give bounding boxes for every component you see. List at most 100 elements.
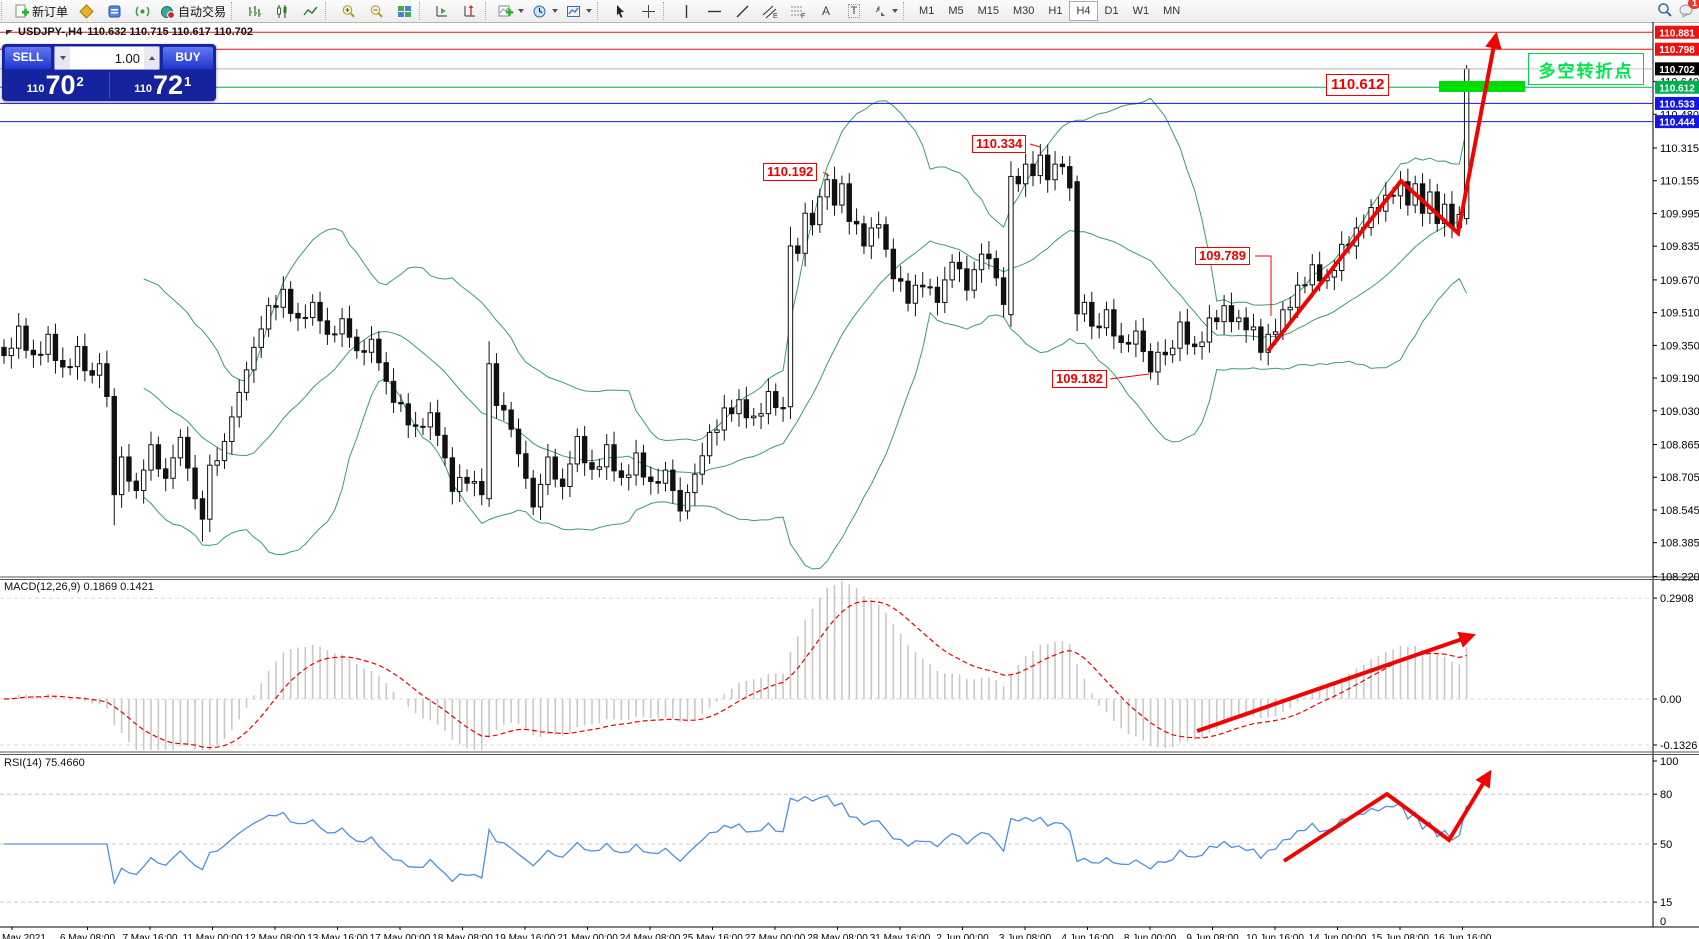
svg-text:3 Jun 08:00: 3 Jun 08:00	[999, 933, 1052, 939]
buy-button[interactable]: BUY	[162, 46, 214, 70]
notifications-button[interactable]: 1	[1679, 0, 1699, 21]
templates-caret	[586, 9, 593, 13]
buy-price[interactable]: 110 72 1	[110, 70, 217, 100]
trendline-tool-button[interactable]	[728, 1, 756, 21]
svg-text:108.865: 108.865	[1660, 440, 1699, 452]
price-flag-110.192[interactable]: 110.192	[763, 163, 818, 181]
svg-text:-0.1326: -0.1326	[1660, 740, 1697, 752]
svg-text:28 May 08:00: 28 May 08:00	[807, 933, 868, 939]
svg-text:80: 80	[1660, 789, 1672, 801]
sell-price-prefix: 110	[26, 83, 45, 95]
auto-trading-button[interactable]: 自动交易	[156, 1, 230, 21]
sell-price[interactable]: 110 70 2	[2, 70, 109, 100]
text-tool-button[interactable]: A	[812, 1, 840, 21]
timeframe-w1[interactable]: W1	[1132, 5, 1150, 17]
timeframe-m15[interactable]: M15	[977, 5, 999, 17]
bar-chart-button[interactable]	[240, 1, 268, 21]
chart-title: USDJPY-,H4 110.632 110.715 110.617 110.7…	[6, 26, 253, 38]
timeframe-h4[interactable]: H4	[1069, 1, 1098, 21]
horizontal-line-tool-button[interactable]	[700, 1, 728, 21]
new-order-label: 新订单	[32, 4, 69, 19]
chart-ohlc: 110.632 110.715 110.617 110.702	[87, 26, 253, 38]
svg-text:17 May 00:00: 17 May 00:00	[370, 933, 431, 939]
toolbar-separator	[485, 2, 493, 20]
label-tool-button[interactable]: T	[840, 1, 868, 21]
svg-text:109.670: 109.670	[1660, 275, 1699, 287]
price-flag-109.182[interactable]: 109.182	[1052, 370, 1107, 388]
zoom-out-button[interactable]	[362, 1, 390, 21]
timeframe-h1[interactable]: H1	[1048, 5, 1063, 17]
turning-point-annotation[interactable]: 多空转折点	[1528, 53, 1644, 85]
svg-text:12 May 08:00: 12 May 08:00	[245, 933, 306, 939]
chart-shift-button[interactable]	[456, 1, 484, 21]
search-icon[interactable]	[1657, 2, 1673, 21]
svg-text:10 Jun 16:00: 10 Jun 16:00	[1246, 933, 1304, 939]
indicators-button[interactable]	[494, 1, 528, 21]
zoom-in-button[interactable]	[334, 1, 362, 21]
auto-scroll-button[interactable]	[428, 1, 456, 21]
sell-price-big: 70	[45, 70, 76, 100]
chart-symbol: USDJPY-,H4	[18, 26, 83, 38]
signals-button[interactable]	[128, 1, 156, 21]
svg-text:109.030: 109.030	[1660, 406, 1699, 418]
toolbar-separator	[325, 2, 333, 20]
svg-text:110.315: 110.315	[1660, 143, 1699, 155]
signals-icon	[135, 4, 150, 19]
one-click-trade-panel: SELL 1.00 BUY 110 70 2 110 72 1	[2, 44, 216, 101]
svg-text:50: 50	[1660, 839, 1672, 851]
toolbar-separator	[903, 2, 911, 20]
price-flag-110.612[interactable]: 110.612	[1326, 74, 1390, 96]
svg-text:110.881: 110.881	[1659, 28, 1695, 39]
tile-windows-button[interactable]	[390, 1, 418, 21]
svg-text:4 Jun 16:00: 4 Jun 16:00	[1061, 933, 1114, 939]
navigator-button[interactable]	[100, 1, 128, 21]
chart-canvas[interactable]: 110.640110.480110.315110.155109.995109.8…	[0, 22, 1699, 939]
arrows-tool-button[interactable]	[868, 1, 902, 21]
equidistant-channel-tool-button[interactable]: E	[756, 1, 784, 21]
crosshair-tool-button[interactable]	[634, 1, 662, 21]
templates-button[interactable]	[562, 1, 596, 21]
label-tool-letter: T	[847, 4, 861, 18]
volume-increase-button[interactable]	[144, 47, 159, 69]
svg-text:110.702: 110.702	[1659, 65, 1695, 76]
toolbar-separator	[231, 2, 239, 20]
svg-text:110.533: 110.533	[1659, 99, 1695, 110]
fibonacci-tool-button[interactable]: F	[784, 1, 812, 21]
svg-text:108.545: 108.545	[1660, 505, 1699, 517]
svg-text:11 May 00:00: 11 May 00:00	[183, 933, 243, 939]
timeframe-m1[interactable]: M1	[919, 5, 935, 17]
timeframe-mn[interactable]: MN	[1163, 5, 1181, 17]
volume-value[interactable]: 1.00	[114, 50, 140, 66]
volume-decrease-button[interactable]	[55, 47, 70, 69]
navigator-icon	[107, 4, 122, 19]
line-chart-button[interactable]	[296, 1, 324, 21]
quotes-button[interactable]	[72, 1, 100, 21]
svg-text:2 Jun 00:00: 2 Jun 00:00	[936, 933, 989, 939]
volume-control: 1.00	[54, 46, 160, 70]
candlestick-button[interactable]	[268, 1, 296, 21]
svg-text:0: 0	[1660, 916, 1666, 928]
svg-text:19 May 16:00: 19 May 16:00	[495, 933, 556, 939]
timeframe-d1[interactable]: D1	[1104, 5, 1119, 17]
price-flag-109.789[interactable]: 109.789	[1195, 247, 1250, 265]
timeframe-m30[interactable]: M30	[1013, 5, 1035, 17]
svg-text:27 May 00:00: 27 May 00:00	[745, 933, 806, 939]
svg-text:0.2908: 0.2908	[1660, 593, 1694, 605]
volume-down-icon	[59, 56, 66, 60]
svg-text:25 May 16:00: 25 May 16:00	[682, 933, 743, 939]
new-order-button[interactable]: 新订单	[10, 1, 72, 21]
vertical-line-tool-button[interactable]	[672, 1, 700, 21]
price-flag-110.334[interactable]: 110.334	[972, 135, 1027, 153]
periods-button[interactable]	[528, 1, 562, 21]
cursor-tool-button[interactable]	[606, 1, 634, 21]
svg-text:108.220: 108.220	[1660, 571, 1699, 583]
sell-button[interactable]: SELL	[4, 46, 52, 70]
price-divider	[108, 72, 110, 98]
timeframe-m5[interactable]: M5	[948, 5, 964, 17]
toolbar-separator	[597, 2, 605, 20]
svg-text:109.350: 109.350	[1660, 340, 1699, 352]
notification-badge: 1	[1687, 0, 1699, 9]
buy-price-prefix: 110	[134, 83, 152, 95]
arrows-caret	[892, 9, 899, 13]
indicators-caret	[518, 9, 525, 13]
